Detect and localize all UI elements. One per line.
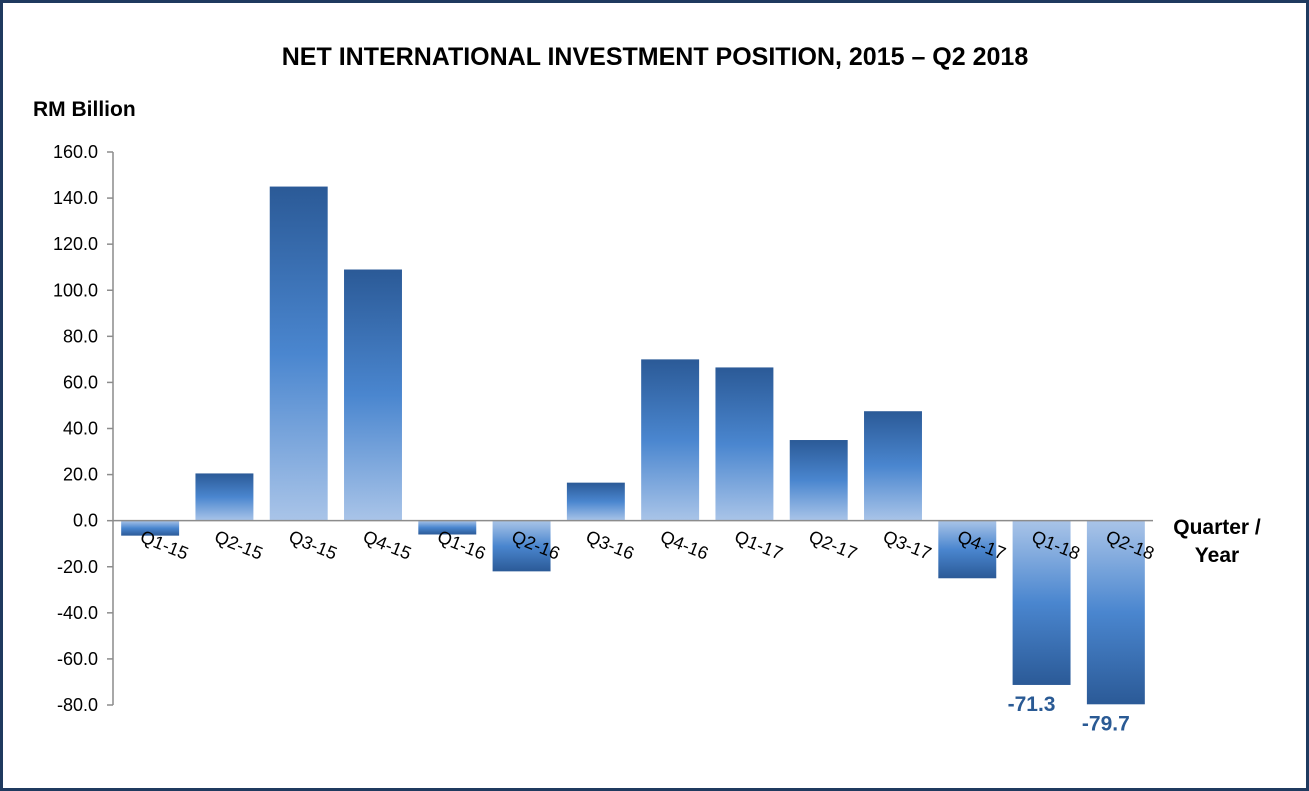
x-tick-label: Q4-15 xyxy=(360,526,414,563)
bar-q2-17 xyxy=(789,440,848,521)
bar-q4-15 xyxy=(344,269,402,521)
y-tick-label: 40.0 xyxy=(63,419,98,439)
bars-layer xyxy=(121,186,1145,705)
data-label: -71.3 xyxy=(1008,693,1056,716)
data-label: -79.7 xyxy=(1082,712,1130,735)
x-ticks-layer: Q1-15 Q2-15 Q3-15 Q4-15 Q1-16 Q2-16 Q3-16 Q4-16… xyxy=(137,526,1157,563)
y-tick-label: 0.0 xyxy=(73,511,98,531)
bar-q3-16 xyxy=(566,482,625,521)
y-tick-label: -40.0 xyxy=(57,603,98,623)
axes-layer xyxy=(112,152,1153,705)
bar-q3-17 xyxy=(864,411,922,521)
chart-title: NET INTERNATIONAL INVESTMENT POSITION, 2… xyxy=(282,43,1029,71)
bar-q1-15 xyxy=(121,520,180,536)
chart: NET INTERNATIONAL INVESTMENT POSITION, 2… xyxy=(33,43,1261,735)
y-tick-label: 80.0 xyxy=(63,326,98,346)
bar-q2-16 xyxy=(492,520,551,572)
bar-q2-18 xyxy=(1086,520,1145,705)
bar-q1-18 xyxy=(1012,520,1071,685)
x-tick-label: Q3-17 xyxy=(880,526,934,563)
y-tick-label: 60.0 xyxy=(63,372,98,392)
y-tick-label: -60.0 xyxy=(57,649,98,669)
y-tick-label: 160.0 xyxy=(53,142,98,162)
x-tick-label: Q4-16 xyxy=(657,526,711,563)
x-tick-label: Q3-16 xyxy=(583,526,637,563)
y-tick-label: 100.0 xyxy=(53,280,98,300)
bar-q2-15 xyxy=(195,473,254,521)
bar-q3-15 xyxy=(269,186,328,521)
bar-q1-17 xyxy=(715,367,774,521)
x-axis-label-line1: Quarter / xyxy=(1173,516,1261,539)
data-labels-layer: -71.3 -79.7 xyxy=(1008,693,1130,735)
bar-q4-16 xyxy=(641,359,700,521)
bar-q4-17 xyxy=(938,520,997,579)
y-tick-label: 20.0 xyxy=(63,465,98,485)
bar-q1-16 xyxy=(418,520,477,535)
x-tick-label: Q1-17 xyxy=(732,526,786,563)
x-tick-label: Q3-15 xyxy=(286,526,340,563)
x-axis-label-line2: Year xyxy=(1195,544,1239,567)
y-tick-label: 140.0 xyxy=(53,188,98,208)
y-tick-label: -80.0 xyxy=(57,695,98,715)
y-ticks-layer: 160.0 140.0 120.0 100.0 80.0 60.0 40.0 20.0 0.0 -… xyxy=(53,142,113,715)
x-tick-label: Q2-15 xyxy=(212,526,266,563)
x-tick-label: Q2-17 xyxy=(806,526,860,563)
y-tick-label: 120.0 xyxy=(53,234,98,254)
y-axis-label: RM Billion xyxy=(33,98,136,121)
y-tick-label: -20.0 xyxy=(57,557,98,577)
